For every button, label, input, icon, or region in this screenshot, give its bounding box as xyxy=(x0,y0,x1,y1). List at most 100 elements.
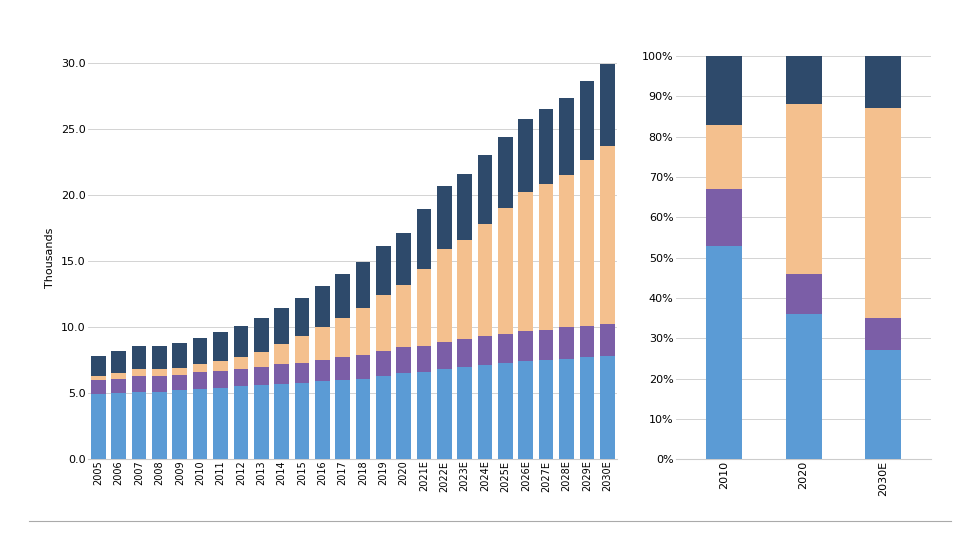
Bar xyxy=(539,184,554,330)
Bar xyxy=(458,367,472,459)
Bar xyxy=(396,374,411,459)
Bar xyxy=(786,56,821,104)
Bar xyxy=(478,336,492,365)
Bar xyxy=(498,334,513,363)
Bar xyxy=(91,376,106,380)
Bar xyxy=(214,388,227,459)
Bar xyxy=(152,369,167,376)
Bar xyxy=(706,245,742,459)
Bar xyxy=(315,360,329,381)
Bar xyxy=(172,375,187,390)
Bar xyxy=(193,338,208,364)
Bar xyxy=(706,56,742,124)
Bar xyxy=(112,393,126,459)
Bar xyxy=(214,361,227,371)
Bar xyxy=(416,346,431,372)
Bar xyxy=(254,318,269,352)
Bar xyxy=(560,99,574,175)
Bar xyxy=(376,246,391,295)
Bar xyxy=(131,392,146,459)
Bar xyxy=(131,376,146,392)
Bar xyxy=(112,379,126,393)
Bar xyxy=(356,355,370,379)
Bar xyxy=(478,365,492,459)
Y-axis label: Thousands: Thousands xyxy=(45,227,55,288)
Bar xyxy=(193,372,208,389)
Bar xyxy=(518,119,533,192)
Bar xyxy=(786,274,821,314)
Bar xyxy=(172,390,187,459)
Bar xyxy=(315,381,329,459)
Legend: EMEA, Americas, China, Asia Pacific ex China: EMEA, Americas, China, Asia Pacific ex C… xyxy=(93,557,400,560)
Legend: EMEA, Americas, China, Asia Pacific ex China: EMEA, Americas, China, Asia Pacific ex C… xyxy=(681,557,980,560)
Bar xyxy=(865,318,902,351)
Bar xyxy=(706,189,742,245)
Bar xyxy=(131,369,146,376)
Bar xyxy=(172,368,187,375)
Bar xyxy=(396,284,411,347)
Bar xyxy=(274,344,289,364)
Bar xyxy=(233,357,248,369)
Bar xyxy=(539,330,554,360)
Bar xyxy=(518,331,533,361)
Bar xyxy=(706,124,742,189)
Bar xyxy=(295,336,310,363)
Bar xyxy=(416,209,431,269)
Bar xyxy=(233,369,248,386)
Bar xyxy=(193,389,208,459)
Bar xyxy=(274,309,289,344)
Bar xyxy=(356,262,370,309)
Bar xyxy=(560,175,574,327)
Bar xyxy=(254,352,269,367)
Bar xyxy=(416,269,431,346)
Bar xyxy=(786,314,821,459)
Bar xyxy=(478,224,492,336)
Bar xyxy=(335,380,350,459)
Bar xyxy=(396,233,411,284)
Bar xyxy=(152,346,167,369)
Bar xyxy=(579,357,594,459)
Bar xyxy=(539,109,554,184)
Bar xyxy=(254,367,269,385)
Bar xyxy=(600,64,614,146)
Bar xyxy=(152,376,167,392)
Bar xyxy=(315,327,329,360)
Bar xyxy=(437,249,452,342)
Bar xyxy=(112,351,126,374)
Bar xyxy=(416,372,431,459)
Bar xyxy=(478,155,492,224)
Bar xyxy=(172,343,187,368)
Bar xyxy=(600,146,614,324)
Bar xyxy=(498,363,513,459)
Bar xyxy=(152,392,167,459)
Bar xyxy=(786,104,821,274)
Bar xyxy=(274,364,289,384)
Bar xyxy=(376,376,391,459)
Bar xyxy=(254,385,269,459)
Bar xyxy=(91,356,106,376)
Bar xyxy=(335,274,350,318)
Bar xyxy=(356,379,370,459)
Bar xyxy=(865,351,902,459)
Bar xyxy=(233,386,248,459)
Bar xyxy=(600,356,614,459)
Bar xyxy=(91,394,106,459)
Bar xyxy=(376,351,391,376)
Bar xyxy=(131,346,146,369)
Bar xyxy=(396,347,411,374)
Bar xyxy=(518,361,533,459)
Bar xyxy=(274,384,289,459)
Bar xyxy=(498,137,513,208)
Bar xyxy=(458,339,472,367)
Bar xyxy=(335,357,350,380)
Bar xyxy=(518,192,533,331)
Bar xyxy=(214,332,227,361)
Bar xyxy=(295,363,310,382)
Bar xyxy=(356,309,370,355)
Bar xyxy=(193,364,208,372)
Bar xyxy=(437,369,452,459)
Bar xyxy=(295,382,310,459)
Bar xyxy=(458,240,472,339)
Bar xyxy=(560,327,574,359)
Bar xyxy=(865,56,902,109)
